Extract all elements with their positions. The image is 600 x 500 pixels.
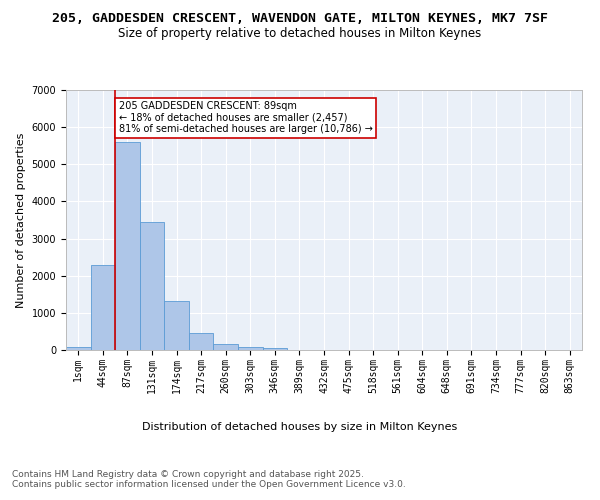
Bar (214, 344, 238, 350)
Text: 205, GADDESDEN CRESCENT, WAVENDON GATE, MILTON KEYNES, MK7 7SF: 205, GADDESDEN CRESCENT, WAVENDON GATE, … (52, 12, 548, 26)
Text: Contains HM Land Registry data © Crown copyright and database right 2025.
Contai: Contains HM Land Registry data © Crown c… (12, 470, 406, 490)
Text: 205 GADDESDEN CRESCENT: 89sqm
← 18% of detached houses are smaller (2,457)
81% o: 205 GADDESDEN CRESCENT: 89sqm ← 18% of d… (119, 101, 373, 134)
Bar (238, 346, 263, 350)
Bar (140, 222, 164, 350)
Bar (263, 348, 287, 350)
Y-axis label: Number of detached properties: Number of detached properties (16, 132, 26, 308)
Bar (115, 142, 140, 350)
Text: Size of property relative to detached houses in Milton Keynes: Size of property relative to detached ho… (118, 28, 482, 40)
Bar (91, 264, 115, 350)
Bar (66, 346, 91, 350)
Bar (189, 332, 214, 350)
Text: Distribution of detached houses by size in Milton Keynes: Distribution of detached houses by size … (142, 422, 458, 432)
Bar (164, 301, 189, 350)
